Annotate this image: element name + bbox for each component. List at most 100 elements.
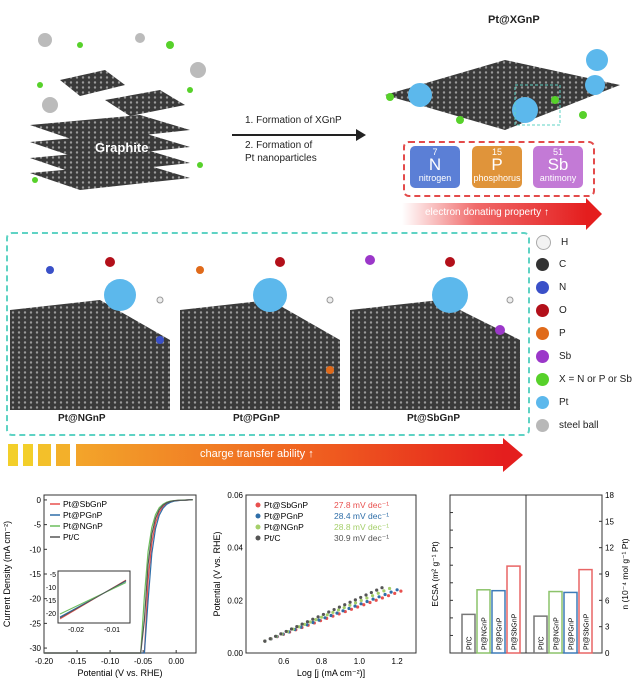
ecsa-bar-label: Pt@SbGnP — [512, 613, 519, 650]
tafel-point — [319, 615, 324, 619]
lsv-xlabel: Potential (V vs. RHE) — [77, 668, 162, 678]
legend-n: N — [536, 281, 566, 294]
tafel-point — [316, 615, 320, 619]
tafel-point — [395, 588, 399, 592]
tafel-legend-label: Pt/C — [264, 533, 281, 543]
tafel-point — [353, 598, 357, 602]
tafel-ytick-label: 0.04 — [227, 544, 243, 553]
process-arrow-head — [356, 129, 366, 141]
tafel-point — [359, 598, 363, 603]
legend-steel-ball: steel ball — [536, 419, 598, 432]
legend-sb-swatch — [536, 350, 549, 363]
legend-c-swatch — [536, 258, 549, 271]
legend-x: X = N or P or Sb — [536, 373, 632, 386]
tafel-slope-label: 28.4 mV dec⁻¹ — [334, 511, 389, 521]
n-bar — [578, 568, 593, 654]
tafel-xtick-label: 0.6 — [278, 657, 290, 666]
tafel-point — [380, 596, 384, 600]
ecsa-right-label: n (10⁻⁴ mol g⁻¹ Pt) — [620, 538, 630, 609]
element-panel — [403, 141, 595, 197]
tafel-point — [359, 595, 363, 600]
lsv-ytick-label: 0 — [37, 496, 42, 505]
tafel-point — [273, 634, 278, 638]
lsv-legend-label: Pt@PGnP — [63, 510, 103, 520]
tafel-point — [359, 602, 363, 606]
legend-pt: Pt — [536, 396, 568, 409]
lsv-legend-label: Pt/C — [63, 532, 80, 542]
tafel-ytick-label: 0.06 — [227, 491, 243, 500]
tafel-point — [369, 590, 373, 595]
tafel-point — [349, 607, 354, 611]
tafel-point — [365, 599, 369, 604]
ecsa-bar-label: Pt@NGnP — [482, 617, 489, 650]
lsv-inset-xtick-label: -0.01 — [104, 627, 120, 634]
tafel-legend-marker — [255, 535, 261, 541]
ecsa-bar-label: Pt/C — [467, 636, 474, 650]
tafel-point — [389, 590, 393, 594]
lsv-xtick-label: -0.15 — [68, 657, 87, 666]
tafel-point — [383, 592, 387, 597]
lsv-series-3 — [44, 499, 193, 654]
tafel-point — [376, 591, 380, 595]
tafel-point — [341, 609, 345, 613]
pt-xgnp-sheet — [375, 30, 625, 140]
tafel-point — [365, 596, 369, 600]
legend-p: P — [536, 327, 566, 340]
legend-h: H — [536, 235, 568, 250]
lsv-legend-label: Pt@NGnP — [63, 521, 103, 531]
tafel-point — [387, 586, 392, 591]
tafel-point — [377, 595, 381, 599]
ecsa-left-label: ECSA (m² g⁻¹ Pt) — [430, 541, 440, 607]
lsv-inset-series-3 — [59, 580, 127, 619]
tafel-point — [368, 600, 372, 605]
lsv-inset-ytick-label: -10 — [46, 585, 56, 592]
tafel-point — [374, 598, 378, 602]
tafel-point — [305, 623, 309, 627]
process-arrow — [232, 134, 360, 136]
graphite-illustration — [30, 33, 206, 190]
tafel-point — [348, 600, 352, 604]
legend-sb: Sb — [536, 350, 571, 363]
electron-arrow-head — [586, 198, 602, 230]
legend-pt-swatch — [536, 396, 549, 409]
tafel-point — [399, 589, 403, 593]
tafel-point — [332, 607, 336, 612]
tafel-point — [305, 620, 310, 624]
pt-xgnp-title: Pt@XGnP — [488, 14, 540, 26]
ecsa-right-tick-label: 3 — [605, 623, 610, 632]
ecsa-bar — [506, 565, 521, 654]
panels-frame — [6, 232, 530, 436]
panel-pgnp — [180, 240, 340, 410]
tafel-point — [295, 624, 299, 629]
tafel-slope-label: 28.8 mV dec⁻¹ — [334, 522, 389, 532]
tafel-point — [335, 611, 339, 615]
tafel-legend-marker — [255, 524, 261, 530]
lsv-ytick-label: -20 — [29, 595, 41, 604]
lsv-ylabel: Current Density (mA cm⁻²) — [2, 521, 12, 627]
legend-p-swatch — [536, 327, 549, 340]
tafel-point — [343, 603, 347, 607]
lsv-ytick-label: -30 — [29, 644, 41, 653]
n-bar — [548, 590, 563, 654]
tafel-point — [311, 617, 315, 621]
lsv-inset-ytick-label: -20 — [46, 611, 56, 618]
tafel-axes-frame — [245, 494, 417, 654]
ecsa-right-tick-label: 0 — [605, 649, 610, 658]
tafel-point — [302, 622, 307, 626]
lsv-inset-ytick-label: -5 — [50, 572, 56, 579]
step2-label-2: Pt nanoparticles — [245, 153, 317, 164]
lsv-legend-label: Pt@SbGnP — [63, 499, 107, 509]
panel-sbgnp — [350, 240, 520, 410]
tafel-point — [353, 601, 358, 605]
tafel-ylabel: Potential (V vs. RHE) — [212, 531, 222, 616]
lsv-ytick-label: -10 — [29, 545, 41, 554]
element-sb: 51 Sb antimony — [533, 146, 583, 188]
tafel-point — [371, 597, 375, 601]
tafel-legend-label: Pt@PGnP — [264, 511, 304, 521]
tafel-point — [323, 616, 327, 620]
tafel-chart: 0.6 0.8 1.0 1.2 0.00 0.02 0.04 0.06 Log [j (mA c… — [212, 491, 417, 678]
legend-o-swatch — [536, 304, 549, 317]
tafel-point — [382, 589, 386, 593]
n-bar-label: Pt@PGnP — [569, 617, 576, 650]
tafel-legend-label: Pt@SbGnP — [264, 500, 308, 510]
